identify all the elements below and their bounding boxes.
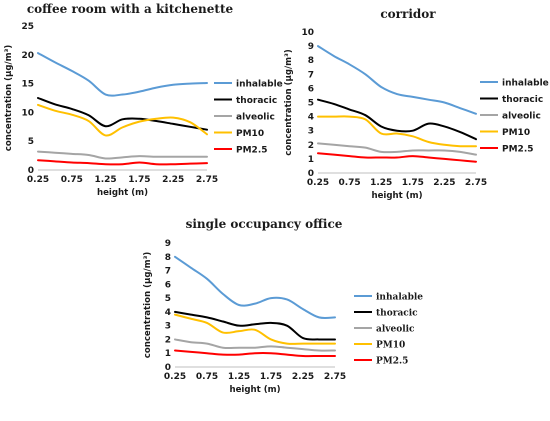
- x-axis-label: height (m): [229, 385, 280, 395]
- legend-label-inhalable: inhalable: [376, 293, 423, 303]
- legend-label-pm10: PM10: [236, 129, 264, 139]
- y-axis-label: concentration (µg/m³): [143, 252, 153, 359]
- x-tick-label: 0.75: [338, 178, 360, 188]
- series-line-pm10: [317, 115, 477, 148]
- x-tick-label: 2.25: [433, 178, 455, 188]
- series-line-inhalable: [174, 255, 336, 320]
- y-tick-label: 5: [165, 294, 171, 304]
- series-line-pm25: [174, 349, 336, 358]
- x-tick-label: 0.25: [307, 178, 329, 188]
- series-line-pm10: [37, 103, 208, 137]
- x-tick-label: 1.25: [94, 175, 116, 185]
- y-tick-label: 10: [21, 108, 34, 118]
- x-tick-label: 2.75: [196, 175, 218, 185]
- legend-label-alveolic: alveolic: [236, 113, 275, 123]
- y-tick-label: 15: [21, 80, 34, 90]
- legend-label-thoracic: thoracic: [502, 95, 543, 105]
- x-tick-label: 1.75: [402, 178, 424, 188]
- y-tick-label: 1: [308, 155, 314, 165]
- y-axis-label: concentration (µg/m³): [284, 49, 294, 156]
- x-tick-label: 1.25: [370, 178, 392, 188]
- y-tick-label: 8: [165, 253, 171, 263]
- y-tick-label: 6: [308, 84, 314, 94]
- series-line-thoracic: [174, 310, 336, 341]
- series-line-alveolic: [317, 142, 477, 156]
- y-tick-label: 25: [21, 22, 34, 32]
- x-tick-label: 2.75: [465, 178, 487, 188]
- legend: inhalable thoracic alveolic PM10 PM2.5: [214, 80, 283, 156]
- series-line-alveolic: [37, 150, 208, 160]
- y-tick-label: 2: [308, 141, 314, 151]
- x-tick-label: 1.25: [228, 372, 250, 382]
- x-tick-label: 1.75: [128, 175, 150, 185]
- series-line-alveolic: [174, 338, 336, 352]
- y-tick-label: 6: [165, 280, 171, 290]
- y-tick-label: 4: [308, 113, 314, 123]
- chart-title: corridor: [380, 7, 436, 21]
- series-line-pm25: [317, 152, 477, 163]
- legend-label-pm25: PM2.5: [502, 145, 534, 155]
- y-tick-label: 0: [28, 166, 34, 176]
- x-tick-label: 1.75: [260, 372, 282, 382]
- x-tick-label: 2.25: [162, 175, 184, 185]
- y-tick-label: 5: [308, 99, 314, 109]
- series-line-thoracic: [37, 97, 208, 131]
- legend-label-pm10: PM10: [502, 128, 530, 138]
- x-tick-label: 2.25: [292, 372, 314, 382]
- legend: inhalable thoracic alveolic PM10 PM2.5: [354, 293, 423, 367]
- legend-label-inhalable: inhalable: [502, 79, 549, 89]
- series-line-thoracic: [317, 98, 477, 141]
- y-tick-label: 10: [301, 28, 314, 38]
- legend-label-alveolic: alveolic: [376, 325, 415, 335]
- legend-label-pm25: PM2.5: [376, 357, 408, 367]
- x-tick-label: 0.75: [61, 175, 83, 185]
- y-tick-label: 7: [165, 267, 171, 277]
- x-tick-label: 0.25: [27, 175, 49, 185]
- y-tick-label: 3: [308, 127, 314, 137]
- series-line-pm25: [37, 159, 208, 166]
- y-tick-label: 0: [165, 363, 171, 373]
- legend-label-alveolic: alveolic: [502, 112, 541, 122]
- legend-label-pm25: PM2.5: [236, 146, 268, 156]
- legend-label-thoracic: thoracic: [376, 309, 418, 319]
- y-tick-label: 1: [165, 349, 171, 359]
- legend-label-pm10: PM10: [376, 341, 405, 351]
- chart-3: single occupancy office 0 1 2 3 4 5 6 7 8 9 0.25 0.7…: [143, 217, 423, 395]
- y-tick-label: 3: [165, 322, 171, 332]
- y-tick-label: 5: [28, 137, 34, 147]
- y-tick-label: 9: [165, 239, 171, 249]
- chart-title: single occupancy office: [186, 217, 343, 231]
- chart-title: coffee room with a kitchenette: [27, 2, 234, 16]
- x-tick-label: 0.25: [164, 372, 186, 382]
- legend-label-inhalable: inhalable: [236, 80, 283, 90]
- y-tick-label: 7: [308, 70, 314, 80]
- x-tick-label: 0.75: [196, 372, 218, 382]
- chart-1: coffee room with a kitchenette 0 5 10 15 20 25…: [4, 2, 283, 198]
- chart-2: corridor 0 1 2 3 4 5 6 7 8 9 10 0.25 0.75 1.25 1.75 2.25…: [284, 7, 549, 201]
- series-line-inhalable: [317, 45, 477, 115]
- y-tick-label: 8: [308, 56, 314, 66]
- y-tick-label: 2: [165, 335, 171, 345]
- x-axis-label: height (m): [371, 191, 422, 201]
- legend-label-thoracic: thoracic: [236, 96, 277, 106]
- y-tick-label: 9: [308, 42, 314, 52]
- x-axis-label: height (m): [97, 188, 148, 198]
- series-line-inhalable: [37, 52, 208, 97]
- legend: inhalable thoracic alveolic PM10 PM2.5: [480, 79, 549, 155]
- y-tick-label: 20: [21, 51, 34, 61]
- y-tick-label: 4: [165, 308, 171, 318]
- y-axis-label: concentration (µg/m³): [4, 45, 14, 152]
- x-tick-label: 2.75: [324, 372, 346, 382]
- series-line-pm10: [174, 313, 336, 345]
- y-tick-label: 0: [308, 169, 314, 179]
